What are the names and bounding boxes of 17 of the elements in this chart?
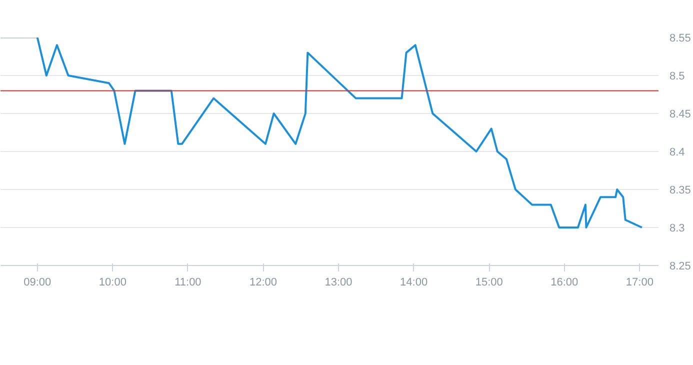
y-tick-label: 8.35 [670,184,691,196]
x-tick-label: 13:00 [324,276,352,288]
x-tick-label: 10:00 [98,276,126,288]
x-tick-label: 09:00 [24,276,52,288]
line-series [36,38,643,228]
x-tick-label: 14:00 [400,276,428,288]
x-tick-label: 15:00 [475,276,503,288]
y-tick-label: 8.55 [670,32,691,44]
y-tick-label: 8.5 [670,70,685,82]
x-tick-label: 12:00 [249,276,278,288]
y-tick-label: 8.45 [670,108,691,120]
x-tick-label: 11:00 [174,276,202,288]
y-tick-label: 8.25 [670,260,691,272]
x-tick-label: 16:00 [550,276,578,288]
x-tick-label: 17:00 [626,276,654,288]
y-tick-label: 8.4 [670,146,685,158]
y-tick-label: 8.3 [670,222,685,234]
